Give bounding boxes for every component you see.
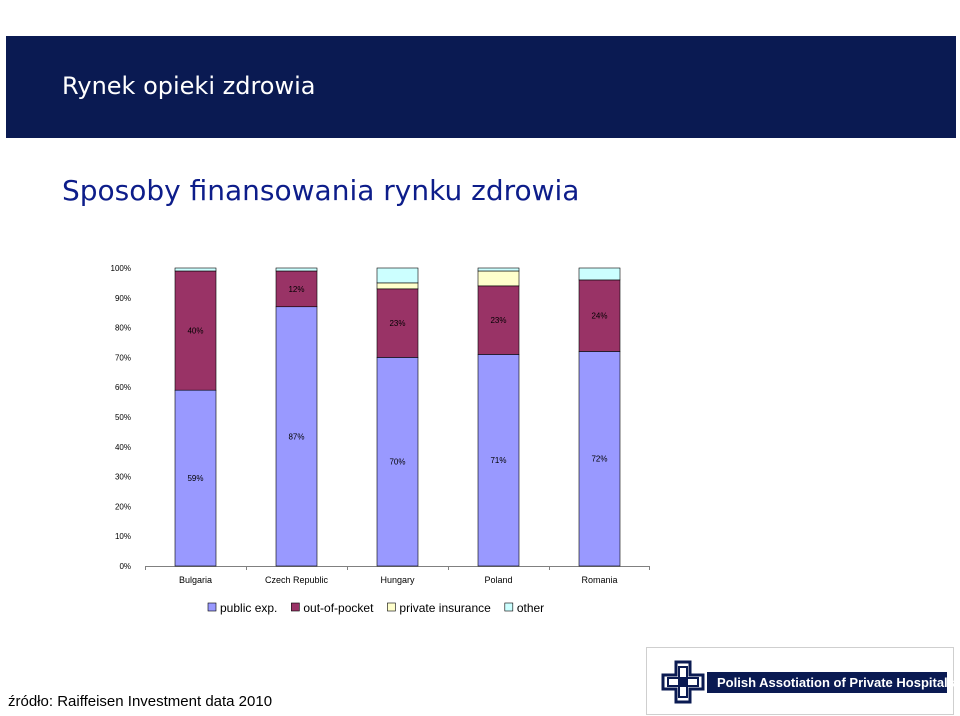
category-label: Romania [581, 575, 617, 585]
data-label: 71% [490, 456, 506, 465]
y-tick-label: 10% [115, 532, 131, 541]
data-label: 72% [591, 455, 607, 464]
bar-segment [578, 267, 621, 281]
association-logo: Polish Assotiation of Private Hospitals [646, 647, 955, 715]
logo-text: Polish Assotiation of Private Hospitals [707, 672, 955, 693]
data-label: 24% [591, 312, 607, 321]
bar-segment [376, 267, 419, 284]
bar-segment [376, 288, 419, 358]
bar-segment [578, 351, 621, 567]
data-label: 40% [187, 327, 203, 336]
legend-swatch [291, 602, 300, 612]
bar-segment [376, 282, 419, 290]
data-label: 70% [389, 458, 405, 467]
legend-swatch [387, 602, 396, 612]
header-title: Rynek opieki zdrowia [62, 72, 316, 100]
legend-label: out-of-pocket [303, 601, 374, 615]
category-label: Czech Republic [265, 575, 329, 585]
legend-label: private insurance [399, 601, 491, 615]
bar-segment [275, 270, 318, 308]
y-tick-label: 0% [119, 562, 131, 571]
data-label: 12% [288, 285, 304, 294]
bar-segment [275, 267, 318, 272]
y-tick-label: 60% [115, 383, 131, 392]
header-band [6, 36, 956, 138]
data-label: 59% [187, 474, 203, 483]
legend-swatch [207, 602, 217, 612]
bar-segment [578, 279, 621, 352]
source-note: źródło: Raiffeisen Investment data 2010 [8, 693, 273, 710]
category-label: Poland [484, 575, 512, 585]
bar-segment [477, 267, 520, 272]
slide-subtitle: Sposoby finansowania rynku zdrowia [62, 174, 580, 207]
bar-segment [477, 285, 520, 355]
y-tick-label: 20% [115, 502, 131, 511]
y-tick-label: 80% [115, 324, 131, 333]
legend-label: other [517, 601, 544, 615]
data-label: 23% [490, 316, 506, 325]
bar-segment [174, 267, 217, 272]
bar-segment [376, 357, 419, 567]
y-tick-label: 30% [115, 473, 131, 482]
bar-segment [477, 270, 520, 287]
y-tick-label: 70% [115, 353, 131, 362]
hospital-cross-icon [661, 660, 705, 704]
legend-swatch [504, 602, 514, 612]
category-label: Bulgaria [179, 575, 212, 585]
bar-segment [477, 354, 520, 567]
bar-segment [275, 306, 318, 567]
y-tick-label: 100% [111, 264, 131, 273]
data-label: 23% [389, 319, 405, 328]
bar-segment [174, 270, 217, 391]
data-label: 87% [288, 432, 304, 441]
category-label: Hungary [380, 575, 415, 585]
y-tick-label: 40% [115, 443, 131, 452]
y-tick-label: 90% [115, 294, 131, 303]
legend-label: public exp. [220, 601, 277, 615]
y-tick-label: 50% [115, 413, 131, 422]
